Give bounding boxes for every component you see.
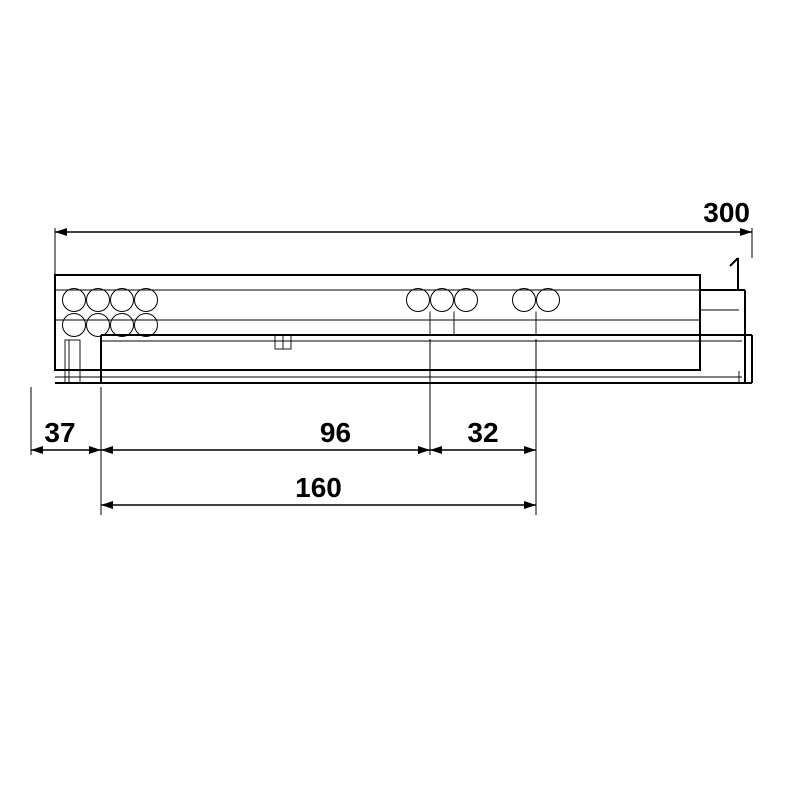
ball-circle	[111, 314, 134, 337]
dim-160: 160	[295, 472, 342, 503]
ball-circle	[87, 289, 110, 312]
ball-circle	[431, 289, 454, 312]
ball-circle	[455, 289, 478, 312]
ball-circle	[63, 314, 86, 337]
ball-circle	[407, 289, 430, 312]
ball-circle	[111, 289, 134, 312]
ball-circle	[135, 314, 158, 337]
ball-circle	[87, 314, 110, 337]
rail-outline	[55, 275, 700, 370]
ball-circle	[135, 289, 158, 312]
dim-32: 32	[467, 417, 498, 448]
ball-circle	[513, 289, 536, 312]
dim-overall: 300	[703, 197, 750, 228]
ball-circle	[63, 289, 86, 312]
ball-circle	[537, 289, 560, 312]
dim-37: 37	[44, 417, 75, 448]
dim-96: 96	[320, 417, 351, 448]
